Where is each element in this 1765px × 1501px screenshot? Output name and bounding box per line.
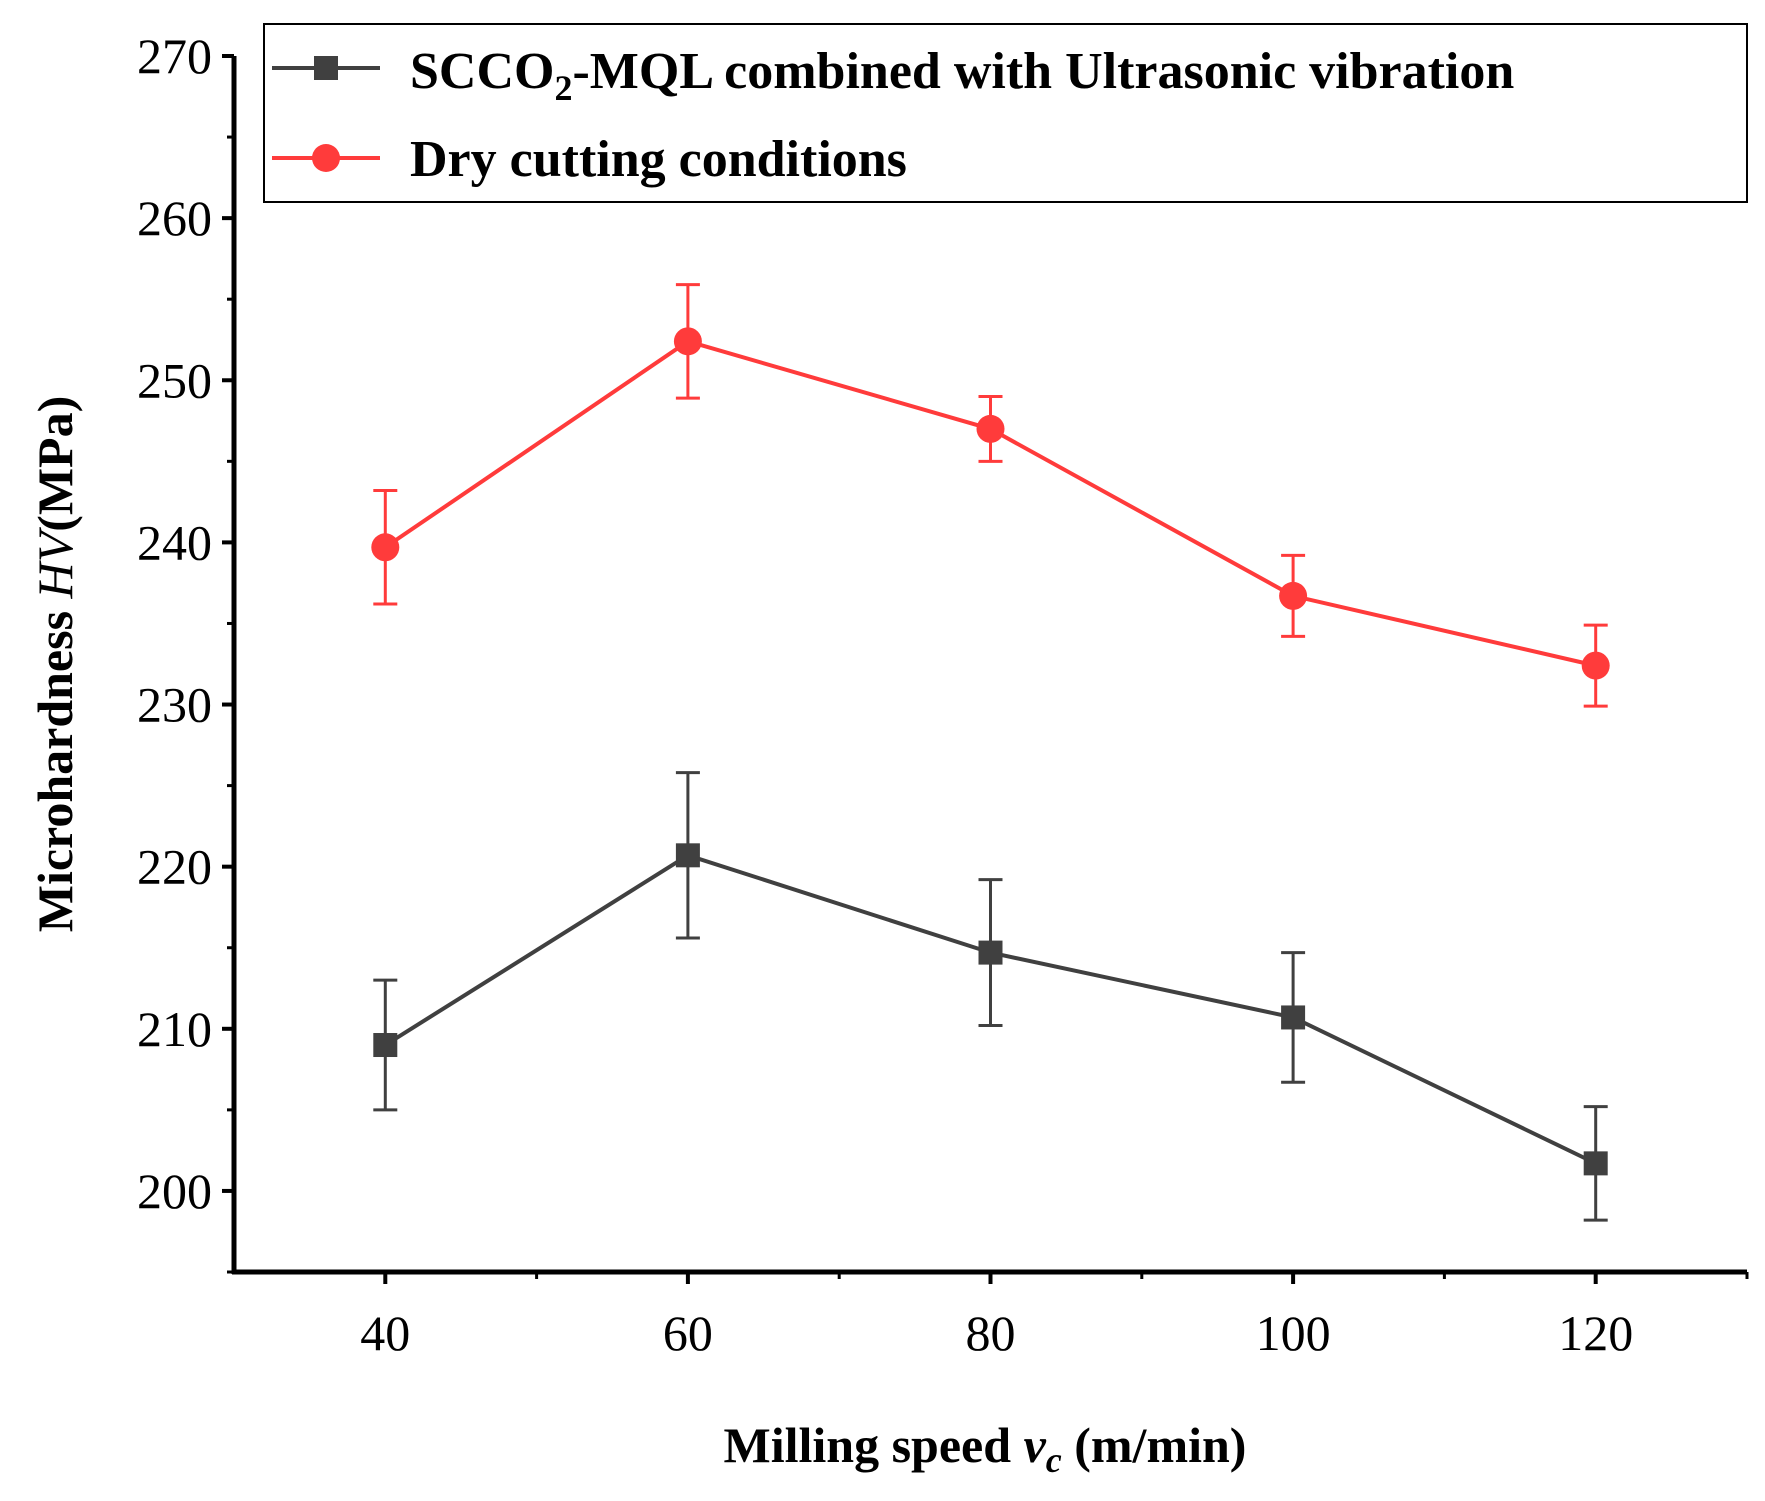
x-axis-label: Milling speed vc (m/min) <box>724 1417 1247 1480</box>
data-point <box>1279 581 1308 610</box>
y-tick-label: 250 <box>137 352 212 408</box>
data-point <box>675 843 700 868</box>
x-tick-label: 120 <box>1558 1305 1633 1361</box>
y-axis-label: Microhardness HV(MPa) <box>27 396 83 933</box>
data-point <box>673 327 702 356</box>
series-2 <box>371 283 1610 708</box>
data-point <box>373 1033 398 1058</box>
y-tick-label: 230 <box>137 677 212 733</box>
legend-label-series-1: SCCO2-MQL combined with Ultrasonic vibra… <box>410 43 1514 108</box>
legend-box <box>263 23 1748 203</box>
x-tick-label: 60 <box>663 1305 713 1361</box>
data-point <box>371 533 400 562</box>
y-tick-label: 240 <box>137 514 212 570</box>
data-point <box>1581 651 1610 680</box>
x-tick-label: 80 <box>966 1305 1016 1361</box>
x-tick-label: 100 <box>1256 1305 1331 1361</box>
y-tick-label: 200 <box>137 1163 212 1219</box>
y-tick-label: 220 <box>137 839 212 895</box>
y-tick-label: 210 <box>137 1001 212 1057</box>
data-point <box>1281 1005 1306 1030</box>
axes <box>231 56 1747 1275</box>
ticks: 200 210 220 230 240 250 260 270 40 60 80 100 120 <box>137 28 1749 1361</box>
y-tick-label: 260 <box>137 190 212 246</box>
legend-marker-series-1 <box>314 56 338 80</box>
data-point <box>1583 1151 1608 1176</box>
y-tick-label: 270 <box>137 28 212 84</box>
legend-label-series-2: Dry cutting conditions <box>410 131 907 188</box>
x-tick-label: 40 <box>360 1305 410 1361</box>
series-1 <box>373 771 1608 1222</box>
data-point <box>978 940 1003 965</box>
legend: SCCO2-MQL combined with Ultrasonic vibra… <box>263 23 1748 203</box>
series-2-line <box>384 339 1597 668</box>
series-layer <box>371 283 1610 1222</box>
data-point <box>976 414 1005 443</box>
legend-marker-series-2 <box>312 144 340 172</box>
